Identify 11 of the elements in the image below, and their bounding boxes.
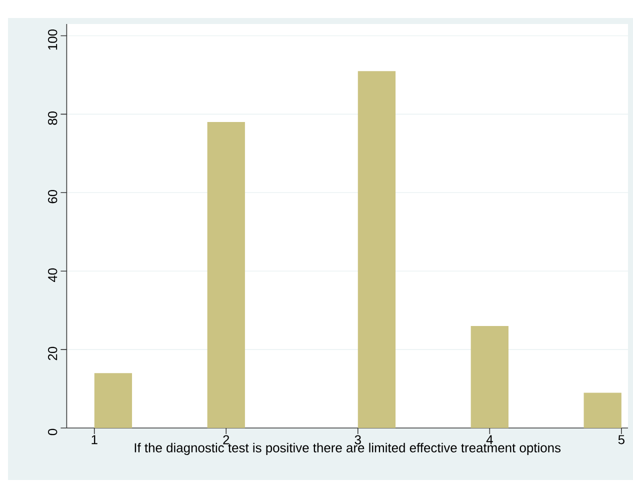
y-tick-label: 60 [48, 190, 58, 204]
x-tick-label: 3 [354, 435, 361, 444]
x-tick-label: 5 [618, 435, 624, 444]
x-tick-label: 4 [486, 435, 493, 444]
y-tick-label: 100 [48, 29, 58, 50]
y-tick-label: 80 [48, 112, 58, 125]
y-tick-label: 40 [48, 268, 58, 282]
y-tick-label: 20 [48, 346, 58, 360]
x-tick-label: 1 [92, 435, 98, 444]
x-tick-label: 2 [223, 435, 230, 444]
y-tick-label: 0 [48, 428, 58, 436]
